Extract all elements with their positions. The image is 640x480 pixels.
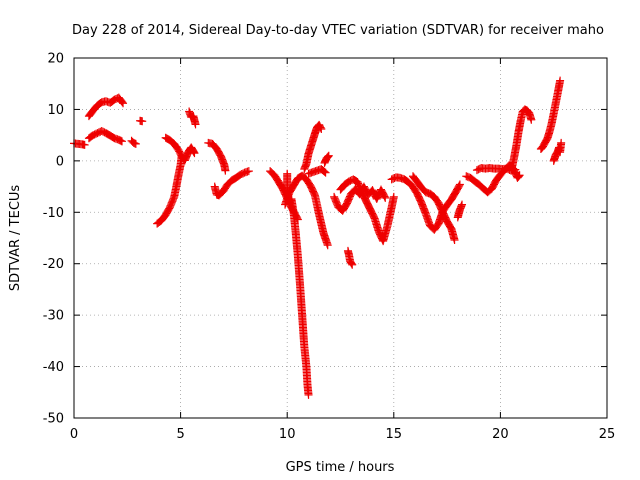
data-point	[119, 99, 128, 108]
data-point	[515, 171, 524, 180]
series-track-t21	[408, 172, 459, 245]
data-point	[514, 172, 523, 181]
data-point	[118, 98, 127, 107]
x-tick-label: 10	[279, 427, 296, 442]
series-track-t20	[387, 173, 464, 234]
series-track-t18	[336, 175, 398, 246]
data-point	[347, 259, 356, 268]
data-point	[138, 117, 147, 126]
series-track-t9	[204, 138, 230, 175]
y-axis-label: SDTVAR / TECUs	[8, 185, 23, 292]
series-track-t7	[161, 133, 199, 165]
x-tick-label: 5	[176, 427, 184, 442]
series-track-t16	[320, 151, 333, 167]
x-tick-label: 25	[599, 427, 616, 442]
data-point	[190, 149, 199, 158]
data-point	[117, 137, 126, 146]
series-track-t10	[210, 167, 253, 200]
series-track-t8	[185, 107, 200, 129]
series-track-t3	[84, 127, 126, 146]
data-marks	[70, 76, 566, 399]
y-tick-label: -30	[43, 309, 64, 324]
data-point	[381, 193, 390, 202]
series-track-t4	[127, 136, 140, 148]
data-point	[323, 153, 332, 162]
y-tick-label: 20	[47, 52, 64, 67]
data-point	[320, 167, 329, 176]
plot-frame	[73, 57, 608, 419]
y-tick-label: -10	[43, 206, 64, 221]
series-track-t15	[304, 165, 330, 178]
axis-ticks	[73, 57, 608, 419]
y-tick-label: 10	[47, 103, 64, 118]
data-point	[221, 166, 230, 175]
series-track-t2	[84, 93, 128, 121]
x-axis-label: GPS time / hours	[286, 460, 395, 475]
data-point	[556, 76, 565, 85]
data-point	[191, 120, 200, 129]
data-point	[514, 172, 523, 181]
y-tick-label: -50	[43, 412, 64, 427]
data-point	[316, 123, 325, 132]
x-tick-label: 20	[492, 427, 509, 442]
data-point	[304, 390, 313, 399]
data-point	[458, 200, 467, 209]
series-track-t22	[453, 200, 467, 222]
series-track-t19	[343, 246, 357, 269]
series-track-t27	[549, 138, 566, 165]
data-point	[348, 260, 357, 269]
grid	[74, 58, 607, 418]
data-point	[131, 139, 140, 148]
data-point	[324, 152, 333, 161]
series-track-t24	[472, 164, 520, 175]
series-track-t26	[536, 76, 565, 154]
data-point	[319, 166, 328, 175]
data-point	[455, 181, 464, 190]
series-track-t5	[136, 116, 147, 126]
data-point	[557, 138, 566, 147]
data-point	[380, 192, 389, 201]
series-track-t13	[283, 169, 313, 399]
x-tick-label: 15	[386, 427, 403, 442]
series-track-t6	[153, 151, 186, 228]
series-track-t25	[508, 105, 536, 172]
data-point	[323, 241, 332, 250]
series-track-t12	[281, 171, 332, 250]
data-point	[389, 192, 398, 201]
data-point	[244, 167, 253, 176]
y-tick-label: 0	[56, 154, 64, 169]
data-point	[324, 151, 333, 160]
series-track-t14	[300, 120, 326, 174]
data-point	[450, 236, 459, 245]
data-point	[455, 180, 464, 189]
y-tick-label: -20	[43, 257, 64, 272]
data-point	[317, 124, 326, 133]
x-tick-label: 0	[70, 427, 78, 442]
data-point	[321, 168, 330, 177]
data-point	[527, 115, 536, 124]
data-point	[80, 140, 89, 149]
series-track-t1	[70, 139, 89, 149]
y-tick-label: -40	[43, 360, 64, 375]
axis-tick-labels: 0 5 10 15 20 25 -50 -40 -30 -20 -10 0 10 20	[43, 52, 616, 443]
chart-title: Day 228 of 2014, Sidereal Day-to-day VTE…	[72, 23, 604, 38]
data-point	[189, 148, 198, 157]
